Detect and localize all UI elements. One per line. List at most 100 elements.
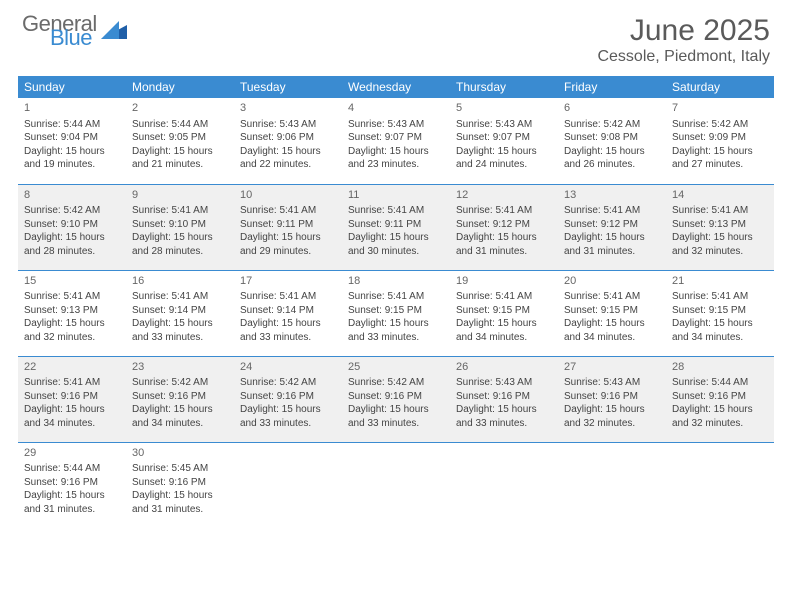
day-info-line: Sunrise: 5:43 AM [456, 118, 552, 132]
calendar-cell: 12Sunrise: 5:41 AMSunset: 9:12 PMDayligh… [450, 184, 558, 270]
calendar-cell: 3Sunrise: 5:43 AMSunset: 9:06 PMDaylight… [234, 98, 342, 184]
day-info-line: Daylight: 15 hours [564, 145, 660, 159]
day-info-line: Daylight: 15 hours [240, 403, 336, 417]
calendar-cell [666, 442, 774, 528]
day-info-line: Sunrise: 5:41 AM [672, 204, 768, 218]
day-info-line: Sunset: 9:07 PM [456, 131, 552, 145]
day-info-line: Sunrise: 5:43 AM [456, 376, 552, 390]
day-info-line: Sunrise: 5:43 AM [348, 118, 444, 132]
calendar-cell: 29Sunrise: 5:44 AMSunset: 9:16 PMDayligh… [18, 442, 126, 528]
day-info-line: Sunset: 9:10 PM [132, 218, 228, 232]
day-info-line: Sunrise: 5:43 AM [240, 118, 336, 132]
calendar-cell: 6Sunrise: 5:42 AMSunset: 9:08 PMDaylight… [558, 98, 666, 184]
calendar-cell: 16Sunrise: 5:41 AMSunset: 9:14 PMDayligh… [126, 270, 234, 356]
calendar-row: 8Sunrise: 5:42 AMSunset: 9:10 PMDaylight… [18, 184, 774, 270]
calendar-cell: 15Sunrise: 5:41 AMSunset: 9:13 PMDayligh… [18, 270, 126, 356]
day-number: 28 [672, 360, 768, 375]
day-info-line: Sunset: 9:10 PM [24, 218, 120, 232]
day-info-line: Daylight: 15 hours [132, 317, 228, 331]
calendar-cell: 23Sunrise: 5:42 AMSunset: 9:16 PMDayligh… [126, 356, 234, 442]
day-info-line: and 31 minutes. [564, 245, 660, 259]
day-info-line: and 32 minutes. [24, 331, 120, 345]
day-info-line: and 32 minutes. [672, 245, 768, 259]
day-number: 16 [132, 274, 228, 289]
day-number: 25 [348, 360, 444, 375]
day-info-line: Sunset: 9:07 PM [348, 131, 444, 145]
calendar-cell: 18Sunrise: 5:41 AMSunset: 9:15 PMDayligh… [342, 270, 450, 356]
day-info-line: Daylight: 15 hours [456, 317, 552, 331]
day-info-line: Sunrise: 5:44 AM [24, 462, 120, 476]
day-number: 20 [564, 274, 660, 289]
day-info-line: Daylight: 15 hours [672, 145, 768, 159]
day-info-line: Sunrise: 5:41 AM [24, 376, 120, 390]
day-number: 18 [348, 274, 444, 289]
day-info-line: Sunset: 9:12 PM [456, 218, 552, 232]
calendar-cell [558, 442, 666, 528]
day-info-line: Sunrise: 5:42 AM [564, 118, 660, 132]
weekday-header: Saturday [666, 76, 774, 98]
calendar-cell: 30Sunrise: 5:45 AMSunset: 9:16 PMDayligh… [126, 442, 234, 528]
calendar-cell: 24Sunrise: 5:42 AMSunset: 9:16 PMDayligh… [234, 356, 342, 442]
day-info-line: Sunset: 9:11 PM [348, 218, 444, 232]
logo-blue: Blue [50, 28, 97, 48]
day-info-line: Daylight: 15 hours [672, 403, 768, 417]
day-info-line: Sunset: 9:15 PM [348, 304, 444, 318]
day-info-line: and 28 minutes. [132, 245, 228, 259]
day-number: 9 [132, 188, 228, 203]
day-number: 21 [672, 274, 768, 289]
calendar-cell: 17Sunrise: 5:41 AMSunset: 9:14 PMDayligh… [234, 270, 342, 356]
day-info-line: Sunrise: 5:41 AM [348, 204, 444, 218]
day-info-line: Sunrise: 5:41 AM [24, 290, 120, 304]
weekday-header: Monday [126, 76, 234, 98]
day-info-line: Daylight: 15 hours [672, 231, 768, 245]
calendar-header: SundayMondayTuesdayWednesdayThursdayFrid… [18, 76, 774, 98]
day-info-line: Sunset: 9:13 PM [24, 304, 120, 318]
day-info-line: Daylight: 15 hours [456, 231, 552, 245]
day-number: 8 [24, 188, 120, 203]
day-info-line: Sunrise: 5:45 AM [132, 462, 228, 476]
day-info-line: Sunrise: 5:41 AM [240, 204, 336, 218]
day-number: 12 [456, 188, 552, 203]
day-info-line: Sunrise: 5:41 AM [564, 290, 660, 304]
day-info-line: Daylight: 15 hours [564, 231, 660, 245]
calendar-body: 1Sunrise: 5:44 AMSunset: 9:04 PMDaylight… [18, 98, 774, 528]
day-info-line: Sunrise: 5:41 AM [132, 204, 228, 218]
calendar-cell: 9Sunrise: 5:41 AMSunset: 9:10 PMDaylight… [126, 184, 234, 270]
day-info-line: Sunrise: 5:44 AM [132, 118, 228, 132]
day-number: 7 [672, 101, 768, 116]
day-info-line: Daylight: 15 hours [240, 317, 336, 331]
day-info-line: Sunset: 9:16 PM [132, 390, 228, 404]
calendar-cell: 27Sunrise: 5:43 AMSunset: 9:16 PMDayligh… [558, 356, 666, 442]
day-number: 23 [132, 360, 228, 375]
day-info-line: and 34 minutes. [132, 417, 228, 431]
calendar-cell: 14Sunrise: 5:41 AMSunset: 9:13 PMDayligh… [666, 184, 774, 270]
day-info-line: and 31 minutes. [24, 503, 120, 517]
day-number: 26 [456, 360, 552, 375]
weekday-header: Wednesday [342, 76, 450, 98]
calendar-cell: 4Sunrise: 5:43 AMSunset: 9:07 PMDaylight… [342, 98, 450, 184]
weekday-header: Thursday [450, 76, 558, 98]
logo-text: General Blue [22, 14, 97, 48]
location: Cessole, Piedmont, Italy [597, 48, 770, 66]
day-info-line: Sunset: 9:16 PM [24, 390, 120, 404]
day-info-line: Sunrise: 5:42 AM [240, 376, 336, 390]
day-number: 11 [348, 188, 444, 203]
day-number: 22 [24, 360, 120, 375]
calendar-row: 15Sunrise: 5:41 AMSunset: 9:13 PMDayligh… [18, 270, 774, 356]
day-info-line: Sunrise: 5:42 AM [672, 118, 768, 132]
calendar-cell [450, 442, 558, 528]
calendar-cell: 26Sunrise: 5:43 AMSunset: 9:16 PMDayligh… [450, 356, 558, 442]
day-info-line: and 26 minutes. [564, 158, 660, 172]
day-info-line: and 33 minutes. [240, 331, 336, 345]
day-info-line: Sunset: 9:15 PM [672, 304, 768, 318]
day-info-line: Daylight: 15 hours [132, 489, 228, 503]
day-info-line: Sunrise: 5:42 AM [24, 204, 120, 218]
day-info-line: Sunrise: 5:44 AM [24, 118, 120, 132]
day-info-line: Sunset: 9:16 PM [240, 390, 336, 404]
calendar-cell: 22Sunrise: 5:41 AMSunset: 9:16 PMDayligh… [18, 356, 126, 442]
day-info-line: and 29 minutes. [240, 245, 336, 259]
day-info-line: Sunrise: 5:41 AM [672, 290, 768, 304]
calendar-cell: 2Sunrise: 5:44 AMSunset: 9:05 PMDaylight… [126, 98, 234, 184]
day-info-line: Daylight: 15 hours [564, 317, 660, 331]
day-info-line: and 33 minutes. [348, 331, 444, 345]
